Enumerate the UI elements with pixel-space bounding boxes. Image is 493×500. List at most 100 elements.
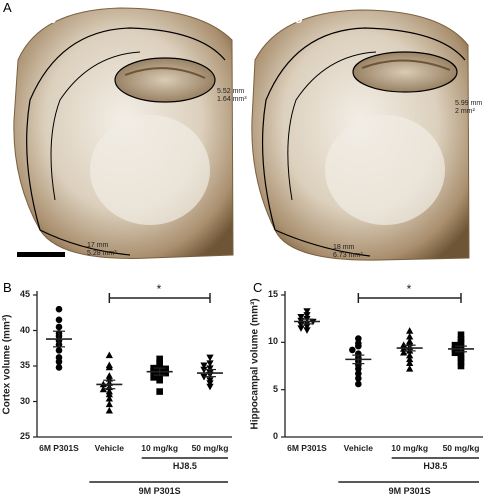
hj85-section [251,9,470,261]
data-point [206,383,214,391]
data-point [406,359,414,366]
age-group-label: 9M P301S [388,486,431,496]
treatment-group-label: HJ8.5 [423,461,448,471]
data-point [105,363,113,371]
data-point [406,355,414,363]
data-point [355,335,362,342]
data-point [206,365,214,372]
data-point [55,323,63,331]
data-point [162,365,169,373]
measure-line: 2 mm² [455,108,475,115]
y-tick-label: 5 [272,383,278,394]
data-point [297,325,305,332]
y-tick-label: 30 [19,395,30,406]
significance-star: * [406,282,412,296]
data-point [105,406,113,414]
brain-sections-image [13,7,470,261]
category-label: 50 mg/kg [191,443,229,453]
data-point [349,346,356,354]
category-label: 6M P301S [39,443,79,453]
data-point [206,354,214,362]
data-point [303,327,311,334]
data-point [406,332,414,340]
data-point [406,339,414,347]
treatment-group-label: HJ8.5 [172,461,197,471]
vehicle-hippo-measure: 5.52 mm 1.64 mm³ [217,88,247,104]
data-point [406,365,414,372]
data-point [406,351,414,359]
data-point [99,385,107,393]
data-point [156,362,163,370]
data-point [355,380,362,388]
data-point [457,362,465,370]
data-point [457,358,465,366]
data-point [451,341,459,349]
data-point [156,376,163,384]
data-point [303,312,311,319]
data-point [355,365,362,373]
measure-line: 5.99 mm [455,100,483,107]
category-label: Vehicle [343,443,373,453]
y-tick-label: 45 [19,289,30,299]
data-point [355,370,362,377]
data-point [200,362,208,370]
y-tick-label: 35 [19,360,30,370]
data-point [156,388,163,395]
hj85-label: HJ8.5 [265,10,303,26]
data-point [105,400,113,408]
age-group-label: 9M P301S [138,486,181,496]
y-tick-label: 25 [19,431,30,441]
data-point [156,355,163,363]
data-point [105,351,113,359]
data-point [297,313,305,321]
data-point [355,375,362,382]
measure-line: 5.52 mm [217,88,245,95]
data-point [303,323,311,331]
data-point [406,327,414,334]
data-point [55,305,63,313]
measure-line: 1.64 mm³ [217,96,247,103]
hj85-cortex-measure: 18 mm 6.73 mm³ [333,244,363,260]
vehicle-cortex-measure: 17 mm 5.28 mm³ [87,242,117,258]
data-point [55,358,63,366]
data-point [150,374,157,381]
scale-bar [17,252,65,257]
panel-b-letter: B [3,280,12,295]
category-label: 50 mg/kg [442,443,480,453]
category-label: 10 mg/kg [141,443,179,453]
data-point [105,390,113,398]
panel-c-letter: C [253,280,263,295]
data-point [206,380,214,387]
data-point [457,331,465,339]
data-point [303,308,311,315]
y-tick-label: 10 [267,336,278,347]
hj85-hippo-measure: 5.99 mm 2 mm² [455,100,482,116]
data-point [55,316,63,324]
vehicle-section [13,7,234,259]
data-point [400,348,408,356]
data-point [105,394,113,402]
data-point [457,355,465,362]
measure-line: 5.28 mm³ [87,250,117,257]
vehicle-label: Vehicle [8,10,57,26]
data-point [162,369,169,377]
panel-a-letter: A [3,0,12,15]
y-tick-label: 0 [272,431,278,441]
measure-line: 18 mm [333,244,355,251]
measure-line: 6.73 mm³ [333,252,363,259]
category-label: Vehicle [94,443,124,453]
data-point [451,349,459,357]
data-point [355,342,362,350]
significance-star: * [156,282,162,296]
y-tick-label: 15 [267,289,278,299]
category-label: 10 mg/kg [391,443,429,453]
category-label: 6M P301S [287,443,327,453]
y-tick-label: 40 [19,324,30,335]
data-point [55,347,63,354]
measure-line: 17 mm [87,242,109,249]
data-point [55,364,63,371]
data-point [206,360,214,367]
y-axis-title: Hippocampal volume (mm³) [249,298,261,430]
